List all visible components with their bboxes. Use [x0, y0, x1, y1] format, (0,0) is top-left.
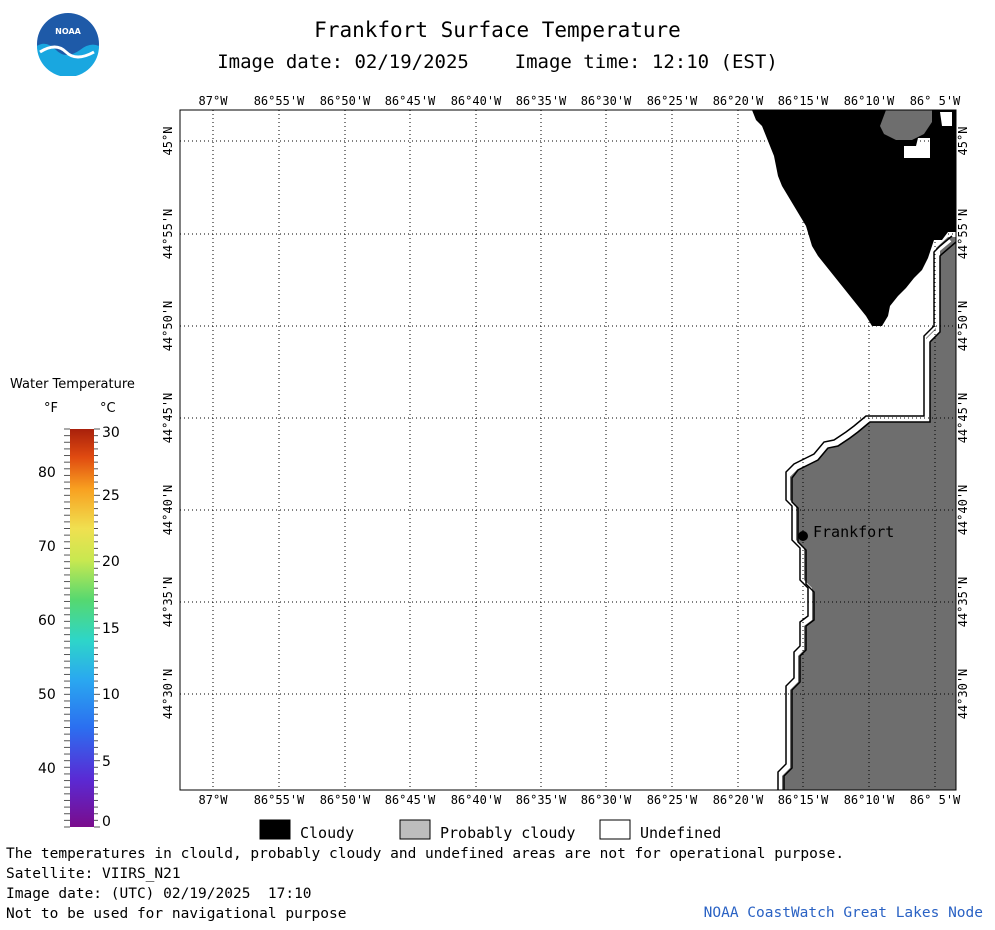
longitude-label: 86°50'W: [320, 94, 371, 108]
longitude-label: 86°40'W: [451, 94, 502, 108]
probably-cloudy-patch: [880, 110, 932, 140]
cloudy-area: [752, 110, 956, 326]
colorbar-unit-c: °C: [100, 401, 116, 416]
latitude-label: 44°55'N: [956, 209, 970, 260]
frankfort-marker: [798, 531, 808, 541]
colorbar-c-label: 0: [102, 814, 111, 830]
legend-probably-cloudy-label: Probably cloudy: [440, 824, 576, 842]
colorbar-f-label: 40: [38, 761, 56, 777]
navigation-warning-text: Not to be used for navigational purpose: [6, 906, 347, 922]
longitude-label: 86°25'W: [647, 793, 698, 807]
colorbar-c-label: 25: [102, 488, 120, 504]
longitude-label: 86°15'W: [778, 793, 829, 807]
colorbar-f-label: 80: [38, 465, 56, 481]
image-date-label: Image date: 02/19/2025: [217, 51, 469, 73]
latitude-label: 44°45'N: [956, 393, 970, 444]
longitude-label: 86°45'W: [385, 94, 436, 108]
longitude-labels-top: 87°W 86°55'W 86°50'W 86°45'W 86°40'W 86°35'W 8…: [199, 94, 962, 108]
latitude-labels-right: 45°N 44°55'N 44°50'N 44°45'N 44°40'N 44°35'N 4…: [956, 127, 970, 720]
colorbar-c-label: 30: [102, 425, 120, 441]
latitude-label: 44°55'N: [161, 209, 175, 260]
colorbar-f-label: 50: [38, 687, 56, 703]
latitude-label: 44°35'N: [956, 577, 970, 628]
colorbar-c-label: 20: [102, 554, 120, 570]
longitude-label: 86°50'W: [320, 793, 371, 807]
longitude-label: 86°25'W: [647, 94, 698, 108]
colorbar-unit-f: °F: [44, 401, 58, 416]
frankfort-label: Frankfort: [813, 523, 894, 541]
longitude-label: 86°20'W: [713, 793, 764, 807]
latitude-label: 44°50'N: [956, 301, 970, 352]
longitude-label: 86°10'W: [844, 793, 895, 807]
latitude-label: 44°30'N: [956, 669, 970, 720]
colorbar-c-label: 15: [102, 621, 120, 637]
coastline-outline: [777, 235, 953, 790]
map-title: Frankfort Surface Temperature: [314, 18, 681, 42]
longitude-label: 86°20'W: [713, 94, 764, 108]
undefined-patch: [904, 112, 952, 158]
latitude-label: 44°40'N: [161, 485, 175, 536]
credit-text: NOAA CoastWatch Great Lakes Node: [703, 905, 983, 921]
longitude-label: 86°30'W: [581, 793, 632, 807]
image-date-time: Image date: 02/19/2025 Image time: 12:10…: [0, 51, 995, 73]
colorbar: [70, 429, 94, 827]
latitude-label: 45°N: [161, 127, 175, 156]
legend-undefined-swatch: [599, 819, 631, 840]
colorbar-f-label: 70: [38, 539, 56, 555]
longitude-label: 86°35'W: [516, 94, 567, 108]
colorbar-ticks: [64, 428, 100, 828]
map-frame: [179, 109, 957, 791]
latitude-label: 44°40'N: [956, 485, 970, 536]
colorbar-title: Water Temperature: [10, 377, 135, 392]
longitude-label: 86°10'W: [844, 94, 895, 108]
longitude-label: 86°15'W: [778, 94, 829, 108]
noaa-logo-icon: NOAA: [36, 12, 100, 77]
latitude-label: 44°30'N: [161, 669, 175, 720]
longitude-label: 86°30'W: [581, 94, 632, 108]
land-probably-cloudy-area: [782, 237, 956, 790]
image-time-label: Image time: 12:10 (EST): [514, 51, 778, 73]
coastline-inner-outline: [783, 241, 957, 790]
longitude-label: 86° 5'W: [910, 94, 961, 108]
legend-cloudy-label: Cloudy: [300, 824, 355, 842]
map-grid: [180, 110, 956, 790]
latitude-label: 45°N: [956, 127, 970, 156]
longitude-labels-bottom: 87°W 86°55'W 86°50'W 86°45'W 86°40'W 86°35'W 8…: [199, 793, 962, 807]
latitude-label: 44°35'N: [161, 577, 175, 628]
colorbar-c-label: 5: [102, 754, 111, 770]
longitude-label: 86°35'W: [516, 793, 567, 807]
longitude-label: 86°45'W: [385, 793, 436, 807]
image-date-utc-text: Image date: (UTC) 02/19/2025 17:10: [6, 886, 312, 902]
latitude-label: 44°50'N: [161, 301, 175, 352]
legend-undefined-label: Undefined: [640, 824, 722, 842]
longitude-label: 86°55'W: [254, 94, 305, 108]
logo-text: NOAA: [55, 27, 81, 36]
colorbar-f-label: 60: [38, 613, 56, 629]
longitude-label: 87°W: [199, 94, 229, 108]
longitude-label: 87°W: [199, 793, 229, 807]
latitude-labels-left: 45°N 44°55'N 44°50'N 44°45'N 44°40'N 44°35'N 4…: [161, 127, 175, 720]
longitude-label: 86° 5'W: [910, 793, 961, 807]
longitude-label: 86°40'W: [451, 793, 502, 807]
latitude-label: 44°45'N: [161, 393, 175, 444]
legend-probably-cloudy-swatch: [399, 819, 431, 840]
colorbar-c-label: 10: [102, 687, 120, 703]
disclaimer-text: The temperatures in clould, probably clo…: [6, 846, 845, 862]
longitude-label: 86°55'W: [254, 793, 305, 807]
legend-cloudy-swatch: [259, 819, 291, 840]
satellite-text: Satellite: VIIRS_N21: [6, 866, 181, 882]
